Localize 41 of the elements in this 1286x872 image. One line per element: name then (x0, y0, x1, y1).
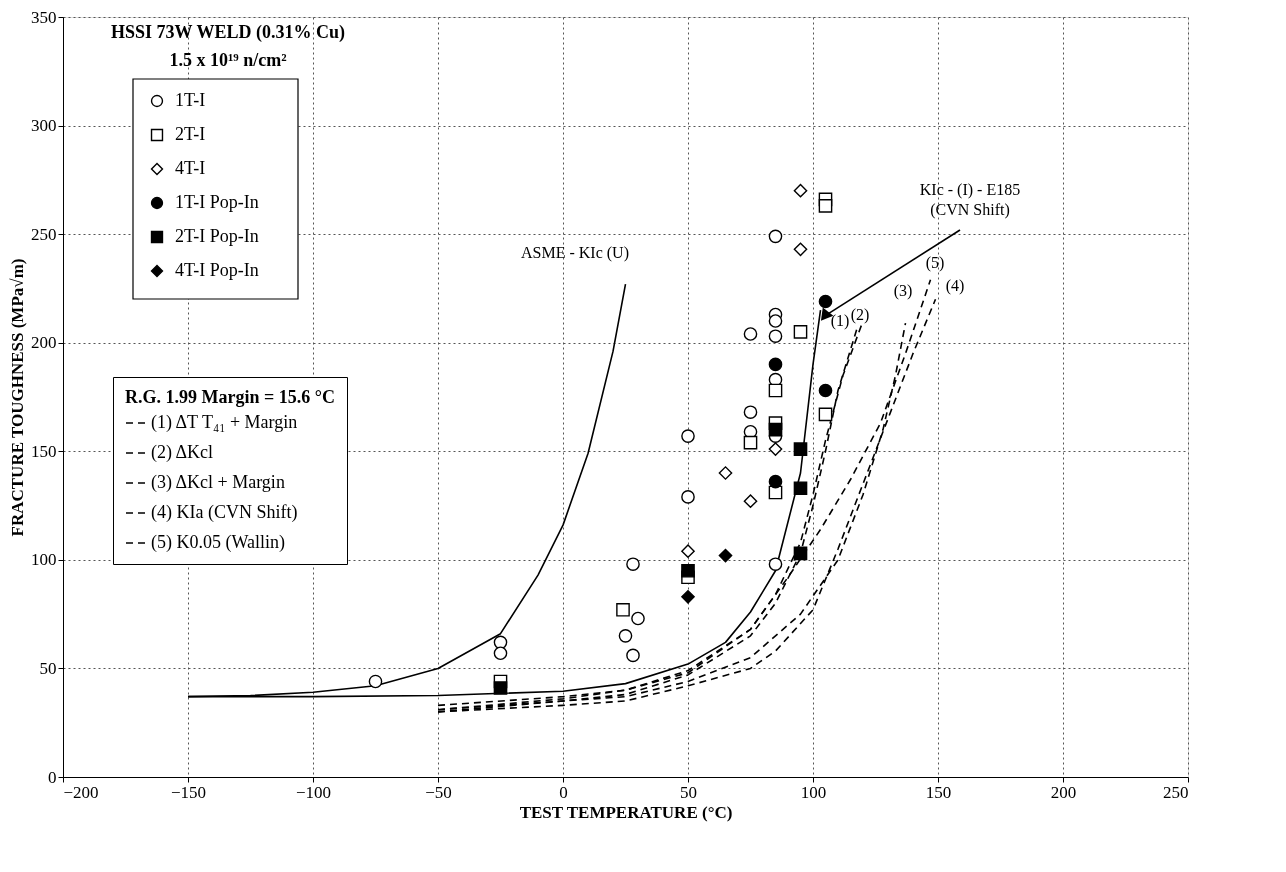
legend-label: (3) ΔKcl + Margin (151, 472, 285, 493)
x-tick-label: −150 (170, 782, 207, 802)
annotation: (2) (850, 306, 870, 324)
legend-label: 1T-I Pop-In (175, 192, 259, 212)
y-tick-label: 200 (31, 333, 57, 353)
legend-label: (2) ΔKcl (151, 442, 214, 463)
annotation: ASME - KIc (U) (521, 244, 629, 262)
y-tick-label: 150 (31, 441, 57, 461)
y-tick-label: 300 (31, 116, 57, 136)
x-tick-label: −100 (295, 782, 332, 802)
annotation: KIc - (I) - E185 (CVN Shift) (919, 181, 1021, 219)
x-axis-title: TEST TEMPERATURE (°C) (519, 802, 733, 822)
x-tick-label: 50 (680, 782, 697, 802)
annotation: (5) (925, 254, 945, 272)
x-tick-label: 100 (800, 782, 827, 802)
y-tick-label: 0 (48, 767, 57, 787)
legend-label: 1T-I (175, 90, 206, 110)
x-tick-label: 0 (559, 782, 568, 802)
legend-label: 4T-I (175, 158, 206, 178)
y-axis-title: FRACTURE TOUGHNESS (MPa√m) (8, 258, 27, 537)
x-tick-label: 200 (1050, 782, 1077, 802)
x-tick-label: 150 (925, 782, 952, 802)
x-tick-label: 250 (1163, 782, 1189, 802)
legend-label: (5) K0.05 (Wallin) (151, 532, 286, 553)
legend-label: (4) KIa (CVN Shift) (151, 502, 298, 523)
y-tick-label: 350 (31, 7, 57, 27)
legend-label: 2T-I Pop-In (175, 226, 259, 246)
y-tick-label: 100 (31, 550, 57, 570)
x-tick-label: −200 (63, 782, 99, 802)
annotation: (1) (830, 312, 850, 330)
y-tick-label: 250 (31, 224, 57, 244)
x-tick-label: −50 (425, 782, 452, 802)
text: 1.5 x 10¹⁹ n/cm² (169, 50, 287, 70)
annotation: (3) (893, 282, 913, 300)
chart-title: HSSI 73W WELD (0.31% Cu) (111, 22, 345, 43)
legend-label: 2T-I (175, 124, 206, 144)
legend-label: (1) ΔT T₄₁ + Margin (151, 412, 298, 433)
annotation: (4) (945, 277, 965, 295)
legend-title: R.G. 1.99 Margin = 15.6 °C (125, 387, 335, 407)
legend-label: 4T-I Pop-In (175, 260, 259, 280)
y-tick-label: 50 (39, 658, 57, 678)
